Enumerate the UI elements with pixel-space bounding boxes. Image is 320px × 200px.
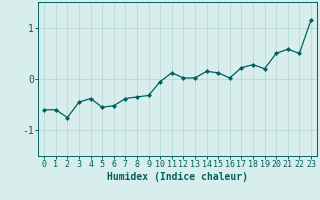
X-axis label: Humidex (Indice chaleur): Humidex (Indice chaleur)	[107, 172, 248, 182]
